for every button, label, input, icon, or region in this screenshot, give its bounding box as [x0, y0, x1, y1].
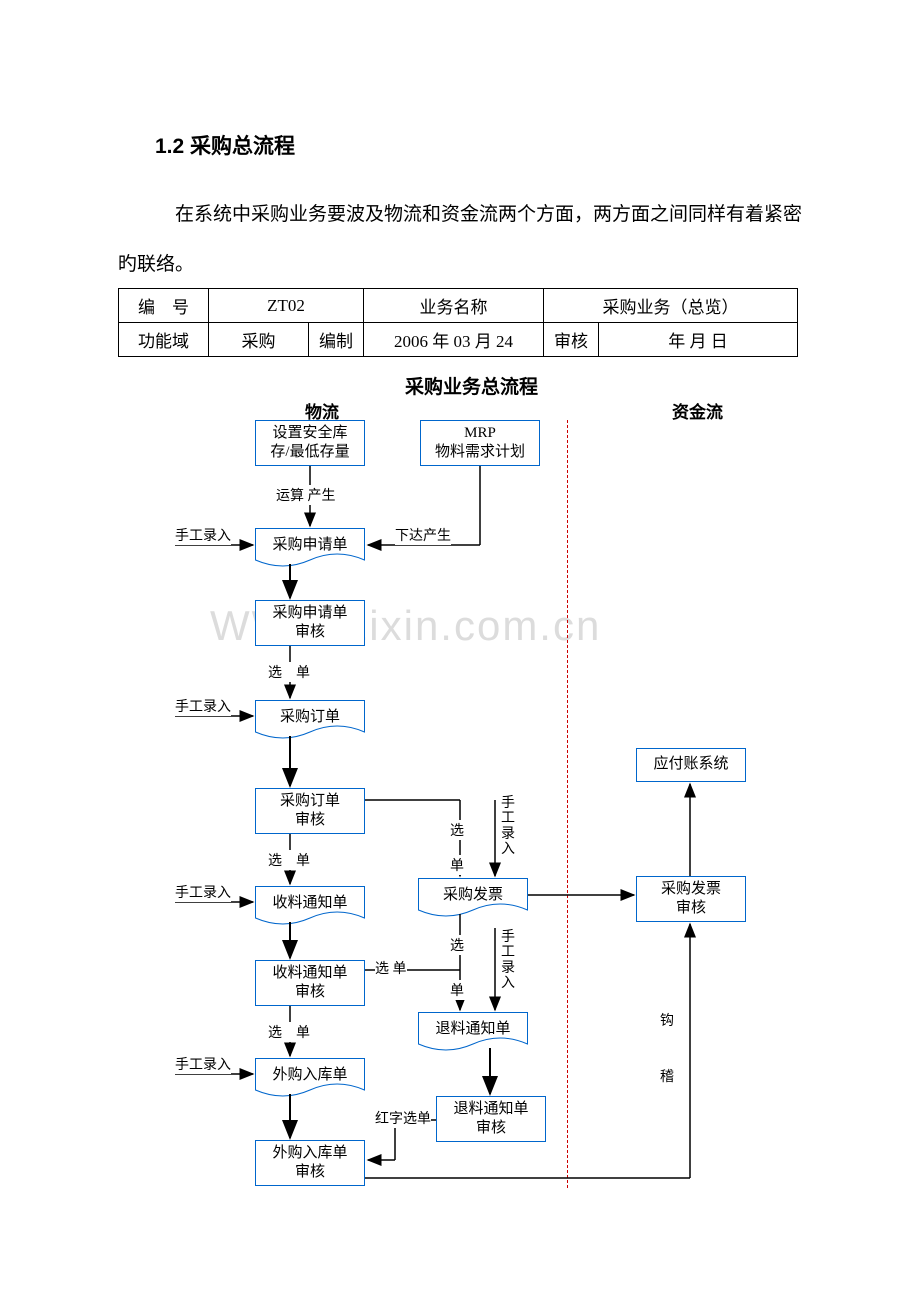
label-xuan-1: 选 — [450, 820, 466, 840]
flowchart-title: 采购业务总流程 — [405, 372, 538, 399]
col-header-right: 资金流 — [672, 398, 723, 423]
label-manual-v1: 手工录入 — [500, 796, 516, 858]
section-heading: 1.2 采购总流程 — [155, 130, 295, 160]
label-manual-1: 手工录入 — [175, 525, 231, 545]
paragraph-line2: 旳联络。 — [118, 250, 194, 280]
label-manual-4: 手工录入 — [175, 1054, 231, 1074]
label-gou: 钩 — [660, 1010, 674, 1030]
cell-domain-value: 采购 — [209, 323, 309, 357]
label-dan-2: 单 — [450, 980, 466, 1000]
label-select-1: 选 单 — [268, 662, 310, 682]
cell-bizname-label: 业务名称 — [364, 289, 544, 323]
cell-number-value: ZT02 — [209, 289, 364, 323]
cell-domain-label: 功能域 — [119, 323, 209, 357]
label-manual-3: 手工录入 — [175, 882, 231, 902]
flow-divider — [567, 420, 568, 1188]
info-table: 编 号 ZT02 业务名称 采购业务（总览） 功能域 采购 编制 2006 年 … — [118, 288, 798, 357]
node-inbound-audit: 外购入库单 审核 — [255, 1140, 365, 1186]
label-red-select: 红字选单 — [375, 1108, 431, 1128]
cell-bizname-value: 采购业务（总览） — [544, 289, 798, 323]
label-compute-gen: 运算 产生 — [276, 485, 336, 505]
label-ji: 稽 — [660, 1066, 674, 1086]
node-ap-system: 应付账系统 — [636, 748, 746, 782]
cell-audit-label: 审核 — [544, 323, 599, 357]
cell-compile-date: 2006 年 03 月 24 — [364, 323, 544, 357]
label-select-2: 选 单 — [268, 850, 310, 870]
label-manual-2: 手工录入 — [175, 696, 231, 716]
node-receipt-notice: 收料通知单 — [255, 886, 365, 928]
label-manual-v2: 手工录入 — [500, 930, 516, 992]
node-return-notice-audit: 退料通知单 审核 — [436, 1096, 546, 1142]
cell-audit-date: 年 月 日 — [599, 323, 798, 357]
label-select-sp: 选 单 — [375, 958, 407, 978]
node-invoice: 采购发票 — [418, 878, 528, 920]
label-issue-gen: 下达产生 — [395, 525, 451, 545]
label-dan-1: 单 — [450, 855, 466, 875]
paragraph-line1: 在系统中采购业务要波及物流和资金流两个方面，两方面之间同样有着紧密 — [175, 200, 802, 230]
node-purchase-req: 采购申请单 — [255, 528, 365, 570]
node-purchase-order: 采购订单 — [255, 700, 365, 742]
cell-number-label: 编 号 — [119, 289, 209, 323]
node-return-notice: 退料通知单 — [418, 1012, 528, 1054]
label-xuan-2: 选 — [450, 935, 466, 955]
label-select-3: 选 单 — [268, 1022, 310, 1042]
node-invoice-audit: 采购发票 审核 — [636, 876, 746, 922]
node-purchase-order-audit: 采购订单 审核 — [255, 788, 365, 834]
node-safety-stock: 设置安全库 存/最低存量 — [255, 420, 365, 466]
node-receipt-notice-audit: 收料通知单 审核 — [255, 960, 365, 1006]
cell-compiler-label: 编制 — [309, 323, 364, 357]
node-purchase-req-audit: 采购申请单 审核 — [255, 600, 365, 646]
node-mrp: MRP 物料需求计划 — [420, 420, 540, 466]
node-inbound: 外购入库单 — [255, 1058, 365, 1100]
